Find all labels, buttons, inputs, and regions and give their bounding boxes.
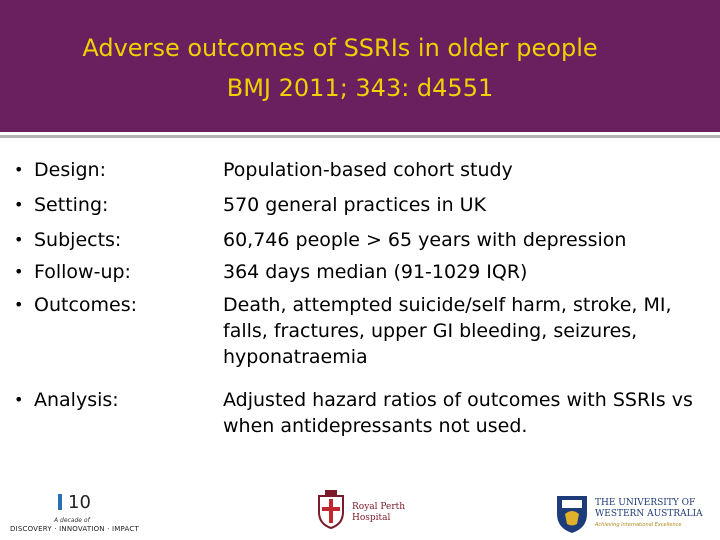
slide-title: Adverse outcomes of SSRIs in older peopl… [82,34,598,62]
detail-term: Analysis: [34,389,119,411]
bullet-icon: • [14,195,24,214]
title-divider [0,135,720,138]
detail-value: 364 days median (91-1029 IQR) [223,261,528,283]
detail-value: Population-based cohort study [223,159,513,181]
title-banner: Adverse outcomes of SSRIs in older peopl… [0,0,720,132]
hospital-crest-icon [318,490,344,530]
detail-term: Setting: [34,194,109,216]
uwa-crest-icon [557,496,587,533]
detail-value: Death, attempted suicide/self harm, stro… [223,294,672,368]
detail-term: Outcomes: [34,294,138,316]
detail-value: 570 general practices in UK [223,194,487,216]
detail-term: Follow-up: [34,261,131,283]
detail-value: 60,746 people > 65 years with depression [223,229,627,251]
royal-perth-hospital-logo: Royal Perth Hospital [314,490,414,535]
bullet-icon: • [14,390,24,409]
slide-citation: BMJ 2011; 343: d4551 [226,74,494,102]
decade-logo: 10 A decade of DISCOVERY · INNOVATION · … [10,492,139,533]
bullet-icon: • [14,230,24,249]
detail-term: Design: [34,159,107,181]
detail-value: Adjusted hazard ratios of outcomes with … [223,389,693,437]
bullet-icon: • [14,160,24,179]
decade-mark-icon [58,494,62,510]
uwa-logo: THE UNIVERSITY OF WESTERN AUSTRALIA Achi… [553,492,718,537]
bullet-icon: • [14,295,24,314]
footer-logos: 10 A decade of DISCOVERY · INNOVATION · … [0,480,720,540]
bullet-icon: • [14,262,24,281]
detail-term: Subjects: [34,229,122,251]
